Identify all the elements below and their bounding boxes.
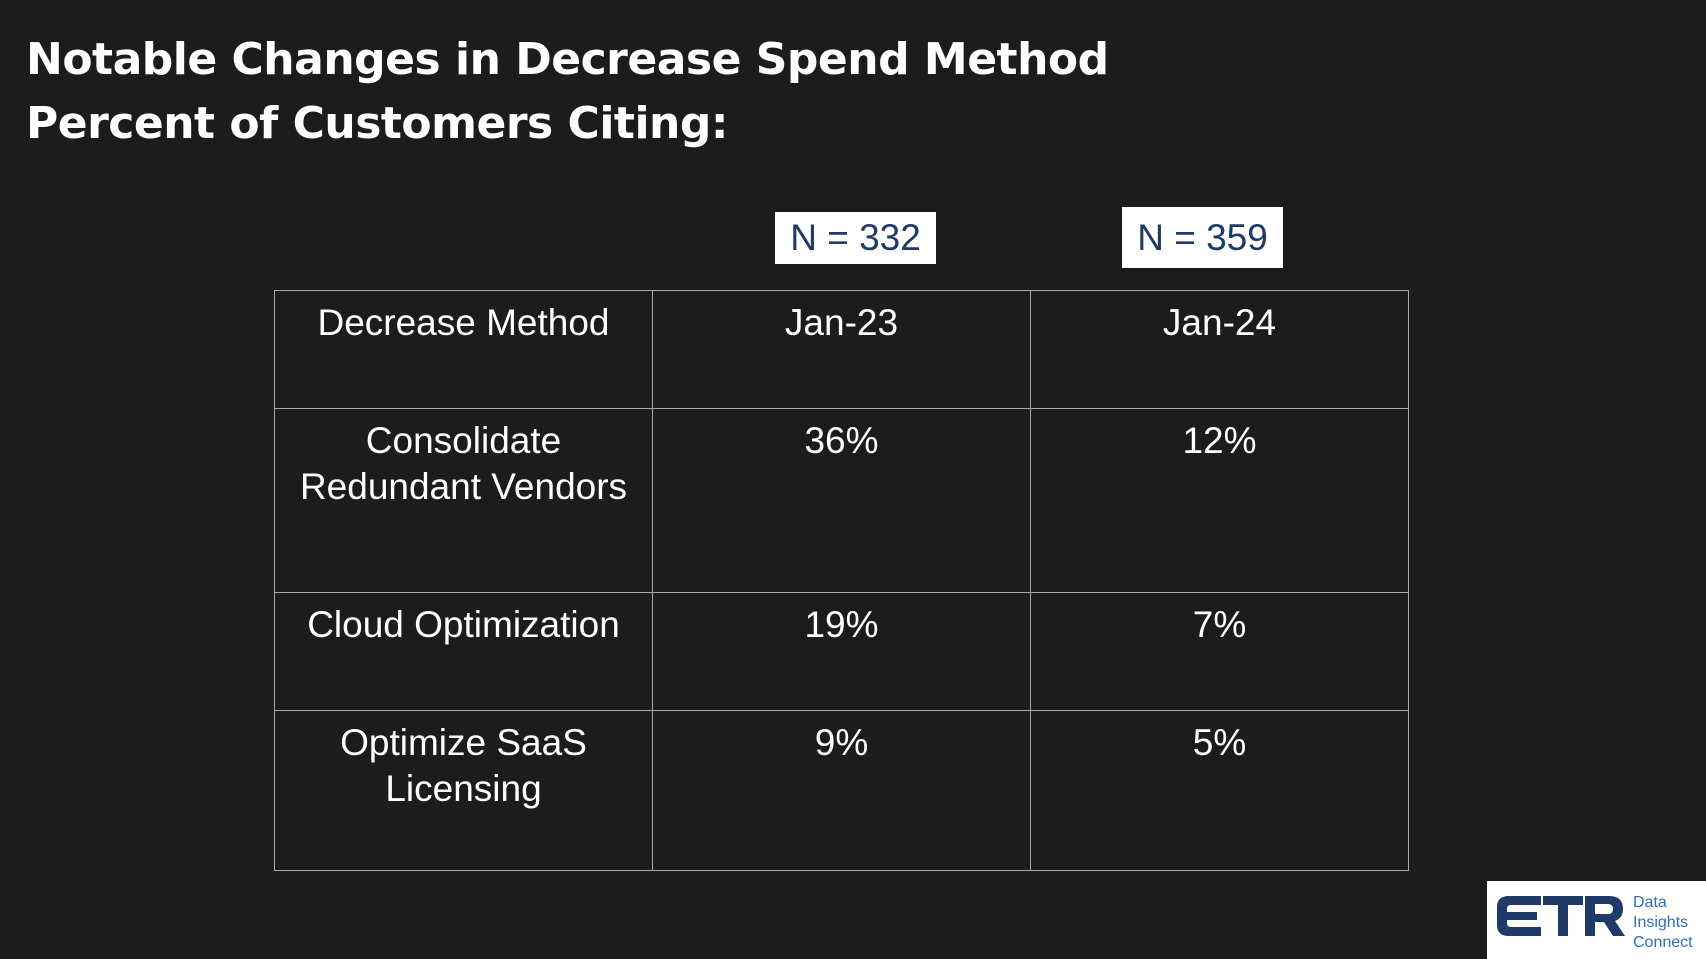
jan23-value-cell: 36%: [652, 408, 1031, 593]
sample-size-jan24-badge: N = 359: [1122, 207, 1283, 268]
title-line-1: Notable Changes in Decrease Spend Method: [26, 34, 1109, 85]
table-row: Cloud Optimization 19% 7%: [274, 592, 1409, 711]
logo-tagline-line-1: Data: [1633, 894, 1667, 911]
jan24-value-cell: 7%: [1030, 592, 1409, 711]
method-cell: Consolidate Redundant Vendors: [274, 408, 653, 593]
page-title: Notable Changes in Decrease Spend Method…: [26, 28, 1109, 156]
jan23-value-cell: 9%: [652, 710, 1031, 871]
etr-logo: Data Insights Connect: [1487, 881, 1706, 959]
etr-logo-mark: [1497, 896, 1625, 936]
table-row: Consolidate Redundant Vendors 36% 12%: [274, 408, 1409, 593]
title-line-2: Percent of Customers Citing:: [26, 98, 728, 149]
decrease-method-table: Decrease Method Jan-23 Jan-24 Consolidat…: [274, 290, 1409, 871]
jan24-value-cell: 5%: [1030, 710, 1409, 871]
header-cell-jan23: Jan-23: [652, 290, 1031, 409]
logo-tagline-line-2: Insights: [1633, 914, 1689, 931]
jan24-value-cell: 12%: [1030, 408, 1409, 593]
method-cell: Cloud Optimization: [274, 592, 653, 711]
logo-tagline-line-3: Connect: [1633, 934, 1693, 951]
method-cell: Optimize SaaS Licensing: [274, 710, 653, 871]
method-label-line-2: Licensing: [385, 768, 542, 809]
sample-size-jan23-badge: N = 332: [775, 212, 936, 264]
method-label-line-1: Consolidate: [365, 420, 562, 461]
method-label-line-1: Optimize SaaS: [340, 722, 587, 763]
header-cell-jan24: Jan-24: [1030, 290, 1409, 409]
method-label-line-1: Cloud Optimization: [307, 604, 620, 645]
table-row: Optimize SaaS Licensing 9% 5%: [274, 710, 1409, 871]
header-cell-method: Decrease Method: [274, 290, 653, 409]
logo-tagline: Data Insights Connect: [1633, 893, 1693, 953]
method-label-line-2: Redundant Vendors: [299, 466, 628, 507]
jan23-value-cell: 19%: [652, 592, 1031, 711]
table-header-row: Decrease Method Jan-23 Jan-24: [274, 290, 1409, 409]
